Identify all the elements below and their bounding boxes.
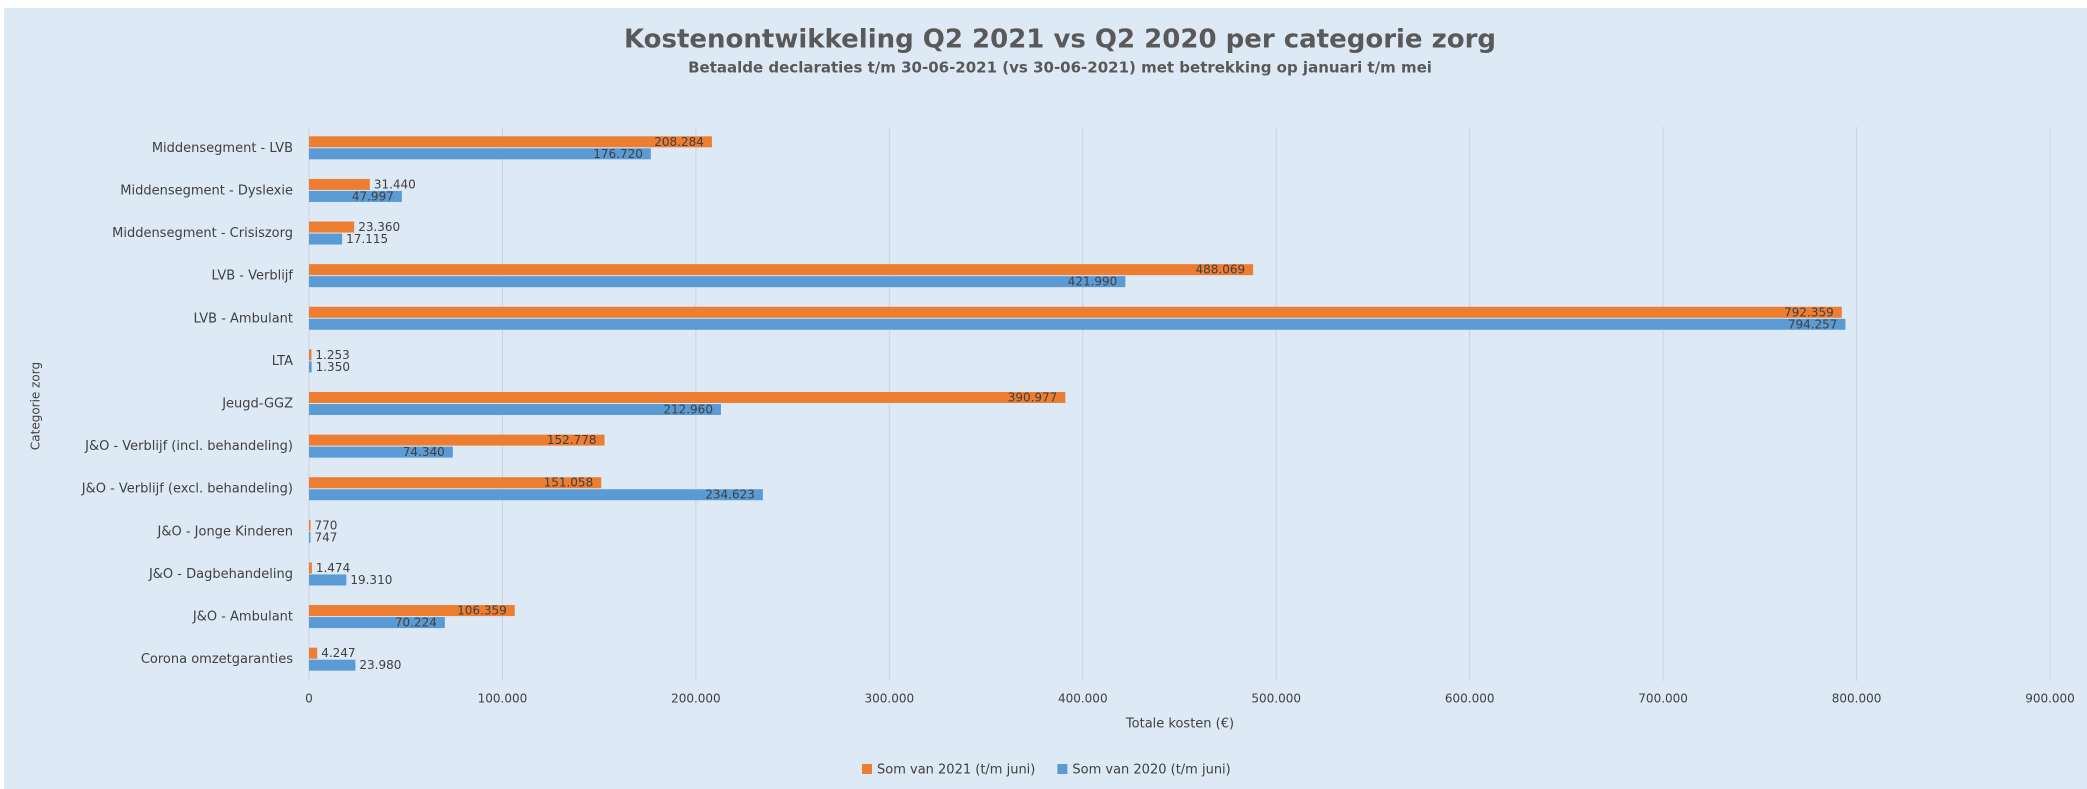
value-label: 17.115 (346, 232, 388, 246)
bar (309, 647, 318, 659)
y-tick-label: Middensegment - LVB (152, 141, 293, 156)
value-label: 23.980 (359, 658, 401, 672)
bar (309, 349, 312, 361)
bar (309, 477, 602, 489)
y-tick-label: J&O - Jonge Kinderen (157, 524, 294, 539)
value-label: 152.778 (547, 433, 597, 447)
bar (309, 233, 343, 245)
legend-swatch (862, 764, 872, 774)
bar (309, 659, 356, 671)
bar (309, 404, 721, 415)
value-label: 234.623 (705, 488, 755, 502)
y-tick-label: LVB - Ambulant (193, 311, 293, 326)
bar (309, 562, 312, 574)
value-label: 792.359 (1784, 305, 1834, 319)
y-tick-label: J&O - Ambulant (192, 610, 293, 625)
bar (309, 136, 712, 148)
value-label: 31.440 (374, 177, 416, 191)
x-tick-label: 700.000 (1638, 692, 1688, 706)
x-tick-label: 0 (305, 692, 313, 706)
x-tick-label: 400.000 (1058, 692, 1108, 706)
bar (309, 446, 453, 458)
y-tick-label: LTA (272, 354, 293, 369)
bar (309, 519, 311, 531)
value-label: 151.058 (544, 476, 594, 490)
bar (309, 306, 1842, 318)
value-label: 390.977 (1008, 391, 1058, 405)
legend-label: Som van 2021 (t/m juni) (877, 763, 1035, 778)
value-label: 4.247 (321, 646, 355, 660)
x-tick-label: 300.000 (865, 692, 915, 706)
bar (309, 434, 605, 446)
bar (309, 190, 402, 202)
bar (309, 617, 445, 629)
value-label: 23.360 (358, 220, 400, 234)
value-label: 47.997 (352, 189, 394, 203)
x-tick-label: 800.000 (1832, 692, 1882, 706)
legend-label: Som van 2020 (t/m juni) (1072, 763, 1230, 778)
value-label: 1.350 (316, 360, 350, 374)
x-tick-label: 600.000 (1445, 692, 1495, 706)
bar (309, 361, 312, 373)
value-label: 747 (314, 530, 337, 544)
y-tick-label: LVB - Verblijf (212, 269, 294, 284)
y-tick-label: Corona omzetgaranties (141, 652, 293, 667)
bar (309, 221, 355, 233)
y-tick-label: J&O - Verblijf (incl. behandeling) (84, 439, 293, 454)
bar (309, 178, 370, 190)
x-tick-label: 100.000 (478, 692, 528, 706)
value-label: 1.474 (316, 561, 350, 575)
x-axis-label: Totale kosten (€) (1125, 717, 1234, 732)
value-label: 208.284 (654, 135, 704, 149)
value-label: 421.990 (1068, 275, 1118, 289)
x-tick-label: 500.000 (1251, 692, 1301, 706)
value-label: 106.359 (457, 604, 507, 618)
value-label: 770 (314, 518, 337, 532)
chart-subtitle: Betaalde declaraties t/m 30-06-2021 (vs … (688, 59, 1432, 77)
value-label: 176.720 (593, 147, 643, 161)
chart-title: Kostenontwikkeling Q2 2021 vs Q2 2020 pe… (624, 25, 1496, 55)
bar (309, 318, 1846, 330)
bar (309, 264, 1254, 276)
bar (309, 605, 515, 617)
x-tick-label: 900.000 (2025, 692, 2075, 706)
value-label: 794.257 (1788, 317, 1838, 331)
y-tick-label: Middensegment - Crisiszorg (112, 226, 293, 241)
value-label: 74.340 (403, 445, 445, 459)
bar (309, 148, 651, 160)
bar (309, 531, 311, 543)
value-label: 212.960 (663, 403, 713, 417)
x-tick-label: 200.000 (671, 692, 721, 706)
bar (309, 574, 347, 586)
value-label: 70.224 (395, 616, 437, 630)
bar (309, 392, 1066, 403)
value-label: 19.310 (350, 573, 392, 587)
bar (309, 276, 1126, 288)
y-tick-label: J&O - Verblijf (excl. behandeling) (81, 482, 293, 497)
value-label: 1.253 (315, 348, 349, 362)
value-label: 488.069 (1196, 263, 1246, 277)
y-tick-label: Middensegment - Dyslexie (120, 183, 293, 198)
legend-swatch (1057, 764, 1068, 774)
y-tick-label: Jeugd-GGZ (221, 397, 293, 412)
y-axis-label: Categorie zorg (29, 362, 43, 450)
bar (309, 489, 763, 501)
y-tick-label: J&O - Dagbehandeling (148, 567, 293, 582)
